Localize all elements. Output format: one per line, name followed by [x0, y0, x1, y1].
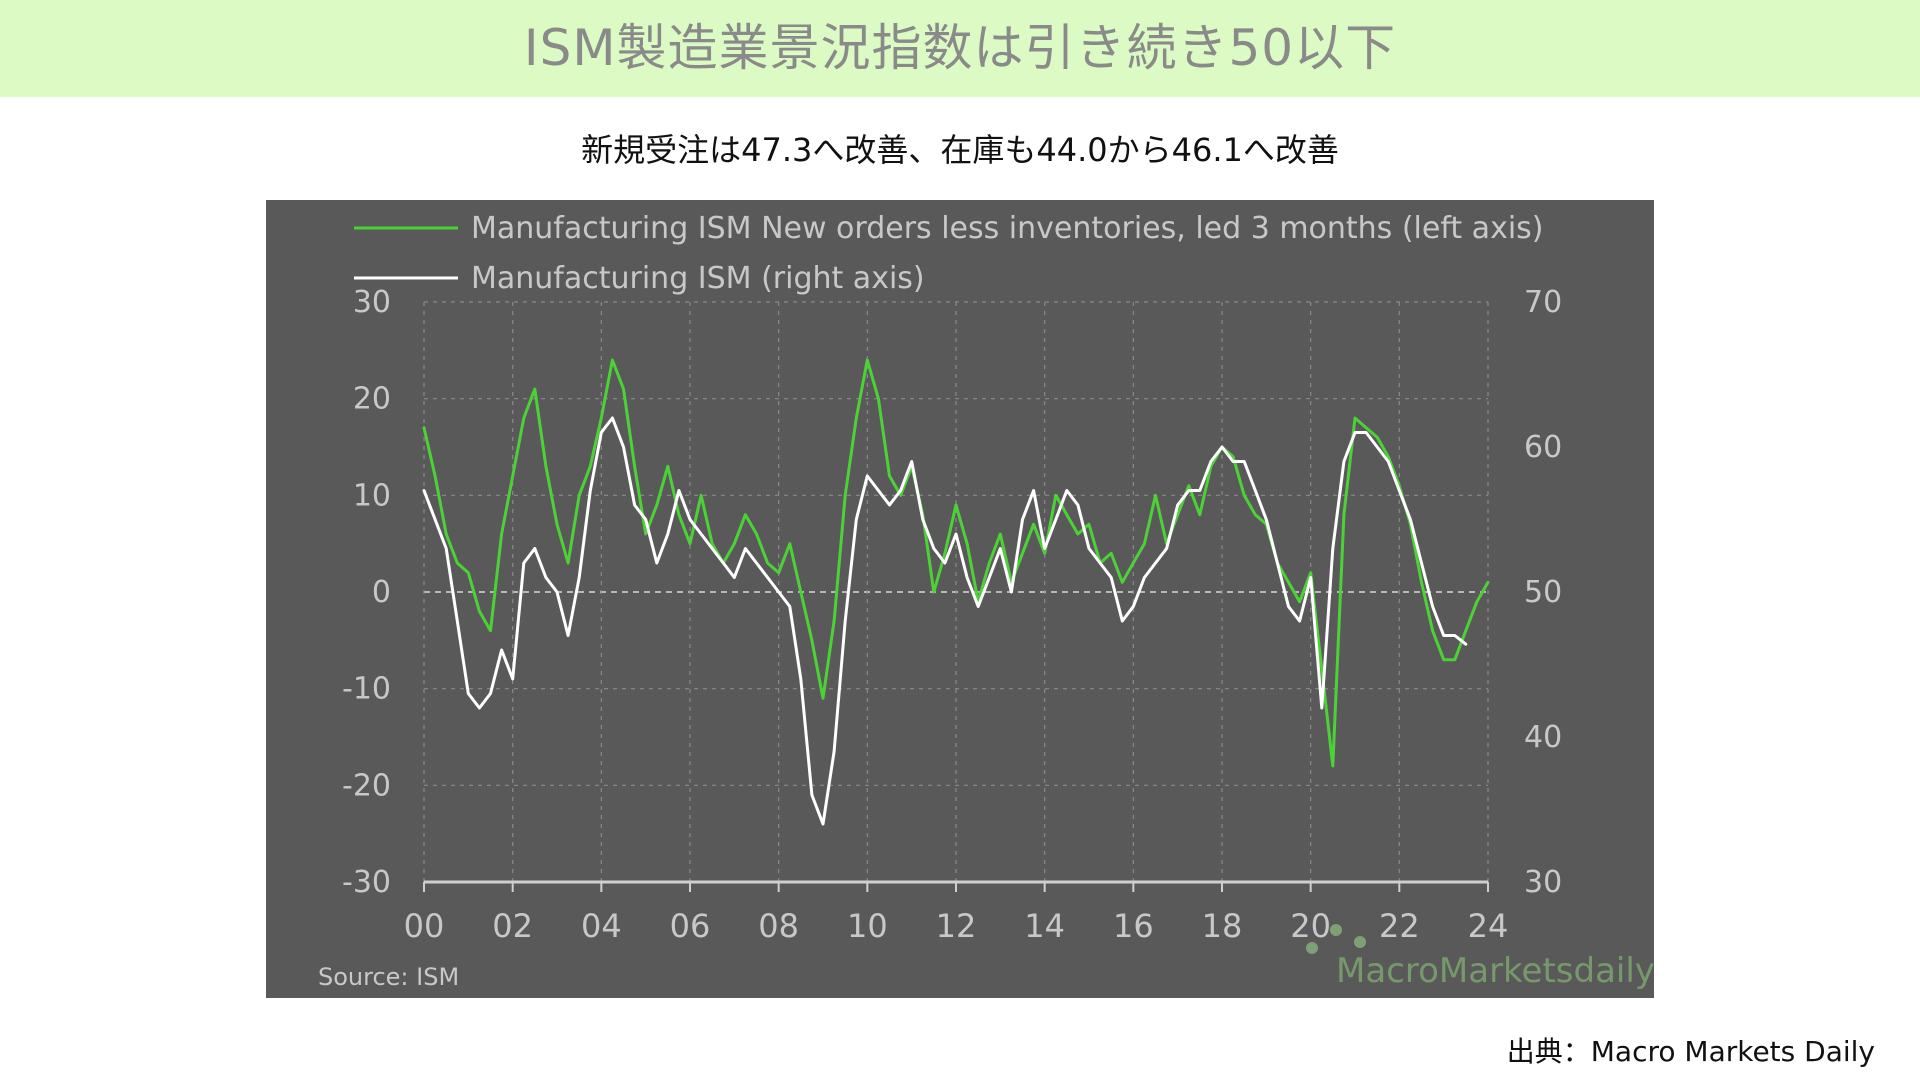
- page-subtitle: 新規受注は47.3へ改善、在庫も44.0から46.1へ改善: [581, 131, 1339, 169]
- y-left-tick-label: 0: [372, 575, 391, 610]
- source-credit: 出典：Macro Markets Daily: [1506, 1035, 1875, 1068]
- x-tick-label: 12: [936, 907, 977, 945]
- series-lines: [422, 358, 1490, 826]
- watermark-node-icon: [1306, 942, 1318, 954]
- source-label: Source: ISM: [318, 963, 459, 991]
- chart-panel: 30 20 10 0 -10 -20 -30 70 60 50 40 30 00 02 04 06 08 10 12…: [266, 200, 1654, 998]
- y-right-tick-label: 30: [1524, 865, 1562, 900]
- x-tick-label: 20: [1290, 907, 1331, 945]
- watermark-node-icon: [1330, 924, 1342, 936]
- x-tick-label: 00: [404, 907, 445, 945]
- y-right-tick-label: 70: [1524, 285, 1562, 320]
- legend: Manufacturing ISM New orders less invent…: [354, 211, 1544, 296]
- x-tick-label: 08: [758, 907, 799, 945]
- y-right-tick-label: 60: [1524, 430, 1562, 465]
- x-tick-label: 04: [581, 907, 622, 945]
- grid-lines: [423, 301, 1489, 882]
- x-tick-label: 06: [670, 907, 711, 945]
- legend-label: Manufacturing ISM (right axis): [471, 261, 925, 296]
- legend-label: Manufacturing ISM New orders less invent…: [471, 211, 1544, 246]
- y-right-tick-label: 40: [1524, 720, 1562, 755]
- watermark-node-icon: [1354, 936, 1366, 948]
- x-tick-label: 10: [847, 907, 888, 945]
- x-tick-label: 22: [1379, 907, 1420, 945]
- y-left-tick-label: 20: [353, 382, 391, 417]
- ism-line-chart: 30 20 10 0 -10 -20 -30 70 60 50 40 30 00 02 04 06 08 10 12…: [318, 211, 1654, 991]
- y-right-tick-label: 50: [1524, 575, 1562, 610]
- axes: 30 20 10 0 -10 -20 -30 70 60 50 40 30 00 02 04 06 08 10 12…: [342, 285, 1562, 945]
- series-line-new-orders-less-inventories: [422, 358, 1490, 768]
- title-banner: ISM製造業景況指数は引き続き50以下: [0, 0, 1920, 97]
- watermark-logo: MacroMarketsdaily: [1306, 924, 1654, 991]
- y-left-tick-label: 10: [353, 478, 391, 513]
- x-tick-label: 02: [492, 907, 533, 945]
- y-left-tick-label: 30: [353, 285, 391, 320]
- x-tick-label: 18: [1202, 907, 1243, 945]
- x-tick-label: 16: [1113, 907, 1154, 945]
- series-line-manufacturing-ism: [422, 416, 1468, 826]
- y-left-tick-label: -20: [342, 768, 391, 803]
- page-title: ISM製造業景況指数は引き続き50以下: [523, 19, 1397, 77]
- y-left-tick-label: -10: [342, 672, 391, 707]
- x-tick-label: 24: [1468, 907, 1509, 945]
- watermark-text: MacroMarketsdaily: [1336, 951, 1654, 991]
- y-left-tick-label: -30: [342, 865, 391, 900]
- x-tick-label: 14: [1024, 907, 1065, 945]
